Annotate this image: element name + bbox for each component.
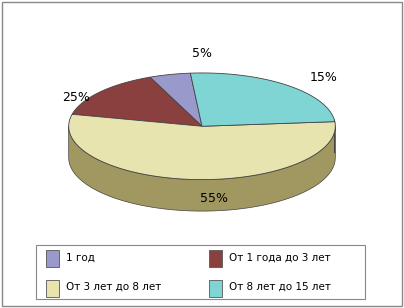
- FancyBboxPatch shape: [209, 250, 222, 267]
- Text: 15%: 15%: [309, 71, 337, 84]
- Text: 55%: 55%: [200, 192, 228, 205]
- FancyBboxPatch shape: [209, 280, 222, 297]
- Polygon shape: [150, 73, 202, 126]
- Text: 1 год: 1 год: [66, 253, 95, 262]
- Polygon shape: [190, 73, 335, 126]
- Text: От 3 лет до 8 лет: От 3 лет до 8 лет: [66, 282, 162, 292]
- FancyBboxPatch shape: [46, 280, 59, 297]
- Text: 25%: 25%: [62, 91, 90, 104]
- Polygon shape: [69, 126, 335, 211]
- Text: От 1 года до 3 лет: От 1 года до 3 лет: [229, 253, 331, 262]
- Polygon shape: [72, 77, 202, 126]
- Polygon shape: [69, 114, 335, 180]
- FancyBboxPatch shape: [46, 250, 59, 267]
- FancyBboxPatch shape: [36, 245, 365, 299]
- Text: 5%: 5%: [192, 47, 212, 60]
- Text: От 8 лет до 15 лет: От 8 лет до 15 лет: [229, 282, 331, 292]
